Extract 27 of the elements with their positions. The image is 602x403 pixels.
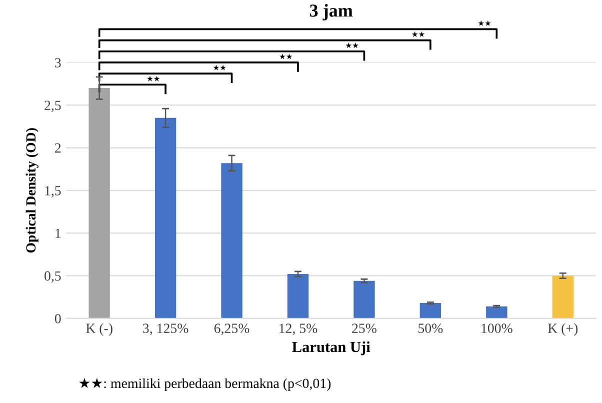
x-tick-label: K (+) — [548, 323, 578, 336]
bar — [420, 303, 442, 318]
x-tick-label: 100% — [482, 324, 512, 334]
y-tick-label: 1 — [56, 228, 61, 238]
y-tick-label: 3 — [55, 58, 61, 68]
text: ★★: memiliki perbedaan bermakna (p<0,01) — [79, 378, 331, 391]
y-tick-label: 0 — [54, 314, 61, 324]
x-tick-label: K (-) — [86, 323, 112, 336]
bar — [154, 118, 176, 318]
x-tick-label: 6,25% — [214, 324, 250, 336]
y-tick-label: 0,5 — [44, 271, 61, 283]
x-tick-label: 50% — [418, 324, 443, 334]
y-tick-label: 2 — [55, 143, 61, 153]
bar — [354, 280, 375, 318]
bar — [486, 306, 508, 318]
bar — [88, 88, 110, 318]
x-tick-label: 12, 5% — [280, 324, 318, 336]
y-axis-title: Optical Density (OD) — [26, 128, 38, 253]
bar — [221, 163, 242, 318]
chart-title: 3 jam — [310, 4, 353, 20]
x-tick-label: 25% — [352, 324, 376, 334]
y-tick-label: 2,5 — [44, 100, 61, 112]
bar — [287, 274, 309, 318]
x-tick-label: 3, 125% — [143, 324, 188, 336]
x-axis-title: Larutan Uji — [292, 341, 370, 356]
y-tick-label: 1,5 — [45, 186, 61, 198]
bar — [552, 276, 574, 318]
